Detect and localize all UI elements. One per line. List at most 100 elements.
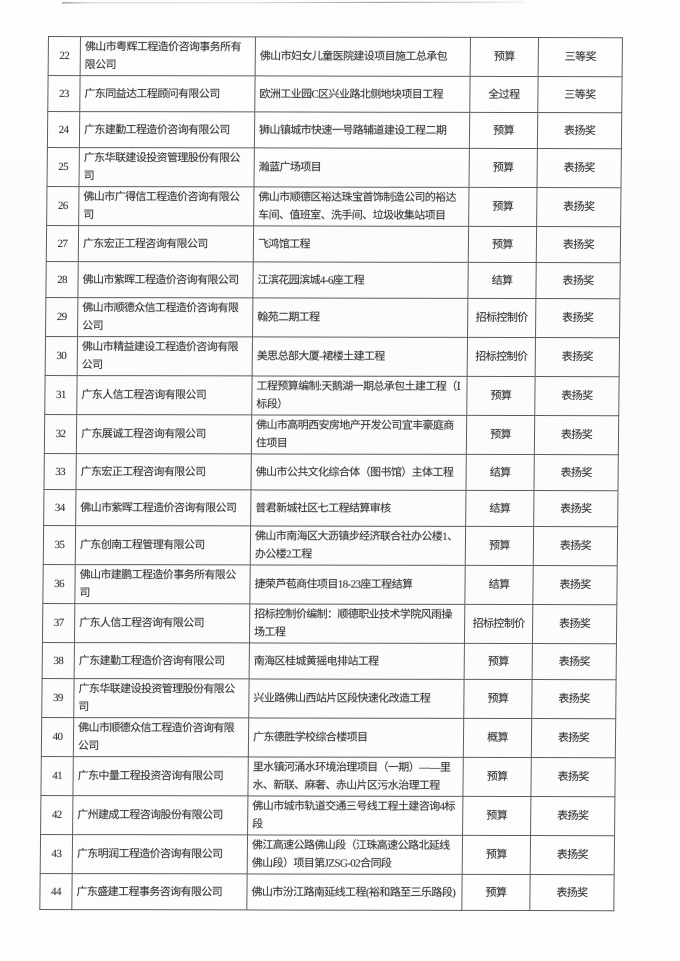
row-number-cell: 35 xyxy=(43,525,76,565)
award-level-cell: 表扬奖 xyxy=(531,679,617,719)
company-name-cell: 广东建勤工程造价咨询有限公司 xyxy=(79,111,255,148)
table-row: 25 广东华联建设投资管理股份有限公司 瀚蓝广场项目 预算 表扬奖 xyxy=(47,147,622,188)
table-row: 39 广东华联建设投资管理股份有限公司 兴业路佛山西站片区段快速化改造工程 预算… xyxy=(41,678,617,719)
row-number-cell: 28 xyxy=(45,261,79,298)
row-number-cell: 32 xyxy=(44,414,77,454)
stage-type-cell: 结算 xyxy=(467,262,537,299)
award-level-cell: 表扬奖 xyxy=(533,454,619,491)
table-row: 22 佛山市粤辉工程造价咨询事务所有限公司 佛山市妇女儿童医院建设项目施工总承包… xyxy=(48,36,623,77)
row-number-cell: 26 xyxy=(46,186,80,226)
stage-type-cell: 预算 xyxy=(469,112,538,149)
award-level-cell: 表扬奖 xyxy=(531,718,616,758)
company-name-cell: 广东同益达工程顾问有限公司 xyxy=(79,75,256,112)
award-level-cell: 表扬奖 xyxy=(533,490,618,527)
award-level-cell: 表扬奖 xyxy=(535,337,620,377)
table-row: 40 佛山市顺德众信工程造价咨询有限公司 广东德胜学校综合楼项目 概算 表扬奖 xyxy=(41,717,616,758)
award-level-cell: 表扬奖 xyxy=(529,874,615,911)
award-level-cell: 表扬奖 xyxy=(530,757,616,797)
project-name-cell: 瀚蓝广场项目 xyxy=(253,147,470,188)
company-name-cell: 广东宏正工程咨询有限公司 xyxy=(78,225,254,262)
row-number-cell: 41 xyxy=(40,756,74,796)
table-row: 29 佛山市顺德众信工程造价咨询有限公司 翰苑二期工程 招标控制价 表扬奖 xyxy=(45,297,620,338)
company-name-cell: 佛山市广得信工程造价咨询有限公司 xyxy=(78,186,254,226)
award-level-cell: 表扬奖 xyxy=(530,796,615,836)
row-number-cell: 25 xyxy=(47,147,80,187)
stage-type-cell: 预算 xyxy=(463,679,533,719)
company-name-cell: 广东创南工程管理有限公司 xyxy=(75,525,251,565)
row-number-cell: 30 xyxy=(45,336,78,376)
row-number-cell: 36 xyxy=(42,564,76,604)
row-number-cell: 24 xyxy=(47,111,80,148)
row-number-cell: 34 xyxy=(43,489,76,526)
award-level-cell: 三等奖 xyxy=(538,37,623,77)
project-name-cell: 招标控制价编制：顺德职业技术学院风雨操场工程 xyxy=(249,603,465,644)
row-number-cell: 37 xyxy=(42,603,75,643)
table-row: 24 广东建勤工程造价咨询有限公司 狮山镇城市快速一号路辅道建设工程二期 预算 … xyxy=(47,111,622,149)
award-level-cell: 表扬奖 xyxy=(536,148,622,188)
table-row: 35 广东创南工程管理有限公司 佛山市南海区大沥镇步经济联合社办公楼1、办公楼2… xyxy=(43,525,618,566)
project-name-cell: 江滨花园滨城4-6座工程 xyxy=(252,261,469,299)
table-row: 30 佛山市精益建设工程造价咨询有限公司 美思总部大厦-裙楼土建工程 招标控制价… xyxy=(45,336,620,377)
project-name-cell: 佛山市南海区大沥镇步经济联合社办公楼1、办公楼2工程 xyxy=(250,525,466,566)
table-row: 23 广东同益达工程顾问有限公司 欧洲工业园C区兴业路北侧地块项目工程 全过程 … xyxy=(47,75,623,113)
project-name-cell: 佛山市公共文化综合体（图书馆）主体工程 xyxy=(250,453,467,491)
table-row: 37 广东人信工程咨询有限公司 招标控制价编制：顺德职业技术学院风雨操场工程 招… xyxy=(42,603,617,644)
table-row: 41 广东中量工程投资咨询有限公司 里水镇河涌水环境治理项目（一期）——里水、新… xyxy=(40,756,616,797)
row-number-cell: 38 xyxy=(42,642,75,679)
company-name-cell: 广东华联建设投资管理股份有限公司 xyxy=(79,147,255,187)
award-level-cell: 表扬奖 xyxy=(535,262,621,299)
stage-type-cell: 全过程 xyxy=(469,76,539,113)
stage-type-cell: 概算 xyxy=(463,718,532,758)
awards-table-body: 22 佛山市粤辉工程造价咨询事务所有限公司 佛山市妇女儿童医院建设项目施工总承包… xyxy=(39,36,623,911)
award-level-cell: 表扬奖 xyxy=(533,526,618,566)
awards-table-container: 22 佛山市粤辉工程造价咨询事务所有限公司 佛山市妇女儿童医院建设项目施工总承包… xyxy=(39,36,623,912)
row-number-cell: 22 xyxy=(48,36,81,76)
row-number-cell: 27 xyxy=(46,225,79,262)
scan-artifact-top-line xyxy=(61,1,525,4)
table-row: 33 广东宏正工程咨询有限公司 佛山市公共文化综合体（图书馆）主体工程 结算 表… xyxy=(43,453,619,491)
company-name-cell: 佛山市紫晖工程造价咨询有限公司 xyxy=(77,261,254,298)
stage-type-cell: 预算 xyxy=(462,835,531,875)
project-name-cell: 佛山市妇女儿童医院建设项目施工总承包 xyxy=(255,36,471,77)
stage-type-cell: 预算 xyxy=(461,874,531,911)
stage-type-cell: 预算 xyxy=(468,187,537,227)
row-number-cell: 44 xyxy=(39,873,73,910)
project-name-cell: 里水镇河涌水环境治理项目（一期）——里水、新联、麻奢、赤山片区污水治理工程 xyxy=(247,756,464,797)
stage-type-cell: 预算 xyxy=(464,643,533,680)
row-number-cell: 39 xyxy=(41,678,75,718)
award-level-cell: 表扬奖 xyxy=(535,298,620,338)
project-name-cell: 美思总部大厦-裙楼土建工程 xyxy=(252,336,468,377)
project-name-cell: 飞鸿馆工程 xyxy=(253,225,469,263)
table-row: 34 佛山市紫晖工程造价咨询有限公司 普君新城社区七工程结算审核 结算 表扬奖 xyxy=(43,489,618,527)
stage-type-cell: 结算 xyxy=(464,565,534,605)
stage-type-cell: 预算 xyxy=(468,226,537,263)
award-level-cell: 表扬奖 xyxy=(532,643,617,680)
project-name-cell: 佛山市城市轨道交通三号线工程土建咨询4标段 xyxy=(247,795,463,836)
stage-type-cell: 预算 xyxy=(466,376,536,416)
row-number-cell: 23 xyxy=(47,75,81,112)
stage-type-cell: 预算 xyxy=(465,526,534,566)
company-name-cell: 佛山市粤辉工程造价咨询事务所有限公司 xyxy=(80,36,256,76)
company-name-cell: 广东明润工程造价咨询有限公司 xyxy=(72,834,248,874)
project-name-cell: 工程预算编制:天鹅湖一期总承包土建工程（Ⅰ标段） xyxy=(251,375,468,416)
stage-type-cell: 招标控制价 xyxy=(467,337,536,377)
project-name-cell: 欧洲工业园C区兴业路北侧地块项目工程 xyxy=(254,75,471,113)
company-name-cell: 广州建成工程咨询股份有限公司 xyxy=(72,795,248,835)
project-name-cell: 兴业路佛山西站片区段快速化改造工程 xyxy=(248,678,465,719)
company-name-cell: 广东中量工程投资咨询有限公司 xyxy=(72,756,249,796)
project-name-cell: 佛江高速公路佛山段（江珠高速公路北延线佛山段）项目第JZSG-02合同段 xyxy=(247,834,463,875)
company-name-cell: 佛山市紫晖工程造价咨询有限公司 xyxy=(75,489,251,526)
company-name-cell: 佛山市顺德众信工程造价咨询有限公司 xyxy=(77,297,253,337)
project-name-cell: 翰苑二期工程 xyxy=(252,297,468,338)
stage-type-cell: 结算 xyxy=(465,490,534,527)
project-name-cell: 佛山市高明西安房地产开发公司宜丰豪庭商住项目 xyxy=(251,414,467,455)
table-row: 44 广东盛建工程事务咨询有限公司 佛山市汾江路南延线工程(裕和路至三乐路段) … xyxy=(39,873,615,911)
stage-type-cell: 结算 xyxy=(465,454,535,491)
stage-type-cell: 招标控制价 xyxy=(464,604,533,644)
company-name-cell: 佛山市精益建设工程造价咨询有限公司 xyxy=(77,336,253,376)
company-name-cell: 广东展诚工程咨询有限公司 xyxy=(76,414,252,454)
company-name-cell: 广东建勤工程造价咨询有限公司 xyxy=(74,642,250,679)
table-row: 43 广东明润工程造价咨询有限公司 佛江高速公路佛山段（江珠高速公路北延线佛山段… xyxy=(40,834,615,875)
award-level-cell: 表扬奖 xyxy=(532,604,617,644)
award-level-cell: 表扬奖 xyxy=(534,415,619,455)
